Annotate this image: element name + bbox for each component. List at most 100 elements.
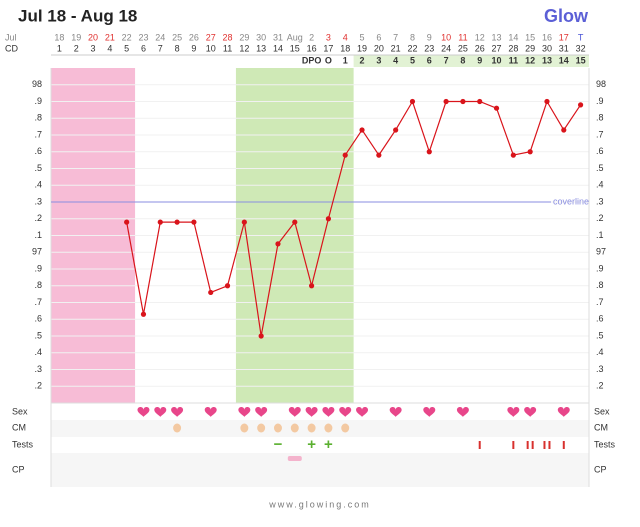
date-label: 13 bbox=[492, 32, 502, 42]
cd-label: 31 bbox=[559, 43, 569, 53]
y-tick-label: .2 bbox=[34, 381, 42, 391]
cd-label: 23 bbox=[424, 43, 434, 53]
dpo-label: 11 bbox=[509, 55, 519, 65]
date-label: 9 bbox=[427, 32, 432, 42]
y-tick-label: .9 bbox=[34, 263, 42, 273]
cd-label: 29 bbox=[525, 43, 535, 53]
cp-mark bbox=[287, 456, 302, 461]
chart-title: Jul 18 - Aug 18 bbox=[18, 6, 137, 25]
dpo-label: O bbox=[325, 55, 332, 65]
y-tick-label: .5 bbox=[34, 330, 42, 340]
cd-label: 21 bbox=[391, 43, 401, 53]
temperature-point bbox=[577, 102, 584, 108]
row-label: DPO bbox=[302, 55, 322, 65]
heart bbox=[423, 407, 436, 417]
row-label: Sex bbox=[12, 406, 28, 416]
cd-label: 24 bbox=[441, 43, 451, 53]
row-label: CP bbox=[12, 464, 25, 474]
y-tick-label: .5 bbox=[596, 163, 604, 173]
cd-label: 2 bbox=[74, 43, 79, 53]
cd-label: 22 bbox=[407, 43, 417, 53]
cd-label: 20 bbox=[374, 43, 384, 53]
test-result: − bbox=[274, 436, 283, 453]
temperature-point bbox=[308, 283, 315, 289]
row-bg bbox=[51, 404, 589, 420]
date-label: 21 bbox=[105, 32, 115, 42]
y-tick-label: .8 bbox=[596, 280, 604, 290]
date-label: 8 bbox=[410, 32, 415, 42]
test-mark bbox=[543, 441, 546, 449]
cm-icon bbox=[341, 423, 350, 433]
dpo-label: 6 bbox=[427, 55, 432, 65]
dpo-label: 14 bbox=[559, 55, 569, 65]
date-label: 11 bbox=[458, 32, 467, 42]
cd-label: 30 bbox=[542, 43, 552, 53]
heart bbox=[339, 407, 352, 417]
date-label: 14 bbox=[508, 32, 518, 42]
temperature-point bbox=[460, 98, 466, 105]
date-label: 25 bbox=[172, 32, 182, 42]
temperature-point bbox=[376, 152, 382, 158]
y-tick-label: .6 bbox=[596, 314, 604, 324]
cd-label: 1 bbox=[57, 43, 62, 53]
y-tick-label: .8 bbox=[596, 113, 604, 123]
cd-label: 27 bbox=[492, 43, 502, 53]
cm-icon bbox=[240, 423, 249, 433]
heart bbox=[154, 407, 167, 417]
y-tick-label: .6 bbox=[34, 146, 42, 156]
cd-label: 5 bbox=[124, 43, 129, 53]
temperature-point bbox=[544, 98, 550, 105]
dpo-label: 1 bbox=[343, 55, 348, 65]
cd-label: 19 bbox=[357, 43, 367, 53]
temperature-point bbox=[561, 127, 567, 133]
date-label: 2 bbox=[309, 32, 314, 42]
heart bbox=[288, 407, 301, 417]
row-label: Tests bbox=[594, 439, 616, 449]
y-tick-label: .9 bbox=[596, 96, 604, 106]
y-tick-label: .5 bbox=[596, 330, 604, 340]
date-label: 16 bbox=[542, 32, 552, 42]
cd-label: 10 bbox=[206, 43, 216, 53]
cd-label: 7 bbox=[158, 43, 163, 53]
test-mark bbox=[531, 441, 534, 449]
dpo-label: 2 bbox=[360, 55, 365, 65]
y-tick-label: .2 bbox=[596, 213, 604, 223]
y-tick-label: 97 bbox=[596, 247, 606, 257]
temperature-point bbox=[393, 127, 399, 133]
temperature-point bbox=[208, 289, 214, 296]
date-label: 12 bbox=[475, 32, 485, 42]
date-label: 10 bbox=[441, 32, 451, 42]
temperature-point bbox=[174, 219, 180, 225]
date-label: 31 bbox=[273, 32, 283, 42]
heart bbox=[356, 407, 369, 417]
heart bbox=[524, 407, 537, 417]
date-label: 24 bbox=[155, 32, 165, 42]
cd-label: 14 bbox=[273, 43, 283, 53]
date-label: 17 bbox=[559, 32, 569, 42]
temperature-point bbox=[140, 311, 147, 317]
cd-label: 18 bbox=[340, 43, 350, 53]
heart bbox=[204, 407, 217, 417]
temperature-point bbox=[443, 98, 449, 105]
date-label: Aug bbox=[287, 32, 303, 42]
row-label: CM bbox=[12, 422, 26, 432]
test-mark bbox=[478, 441, 481, 449]
y-tick-label: .6 bbox=[596, 146, 604, 156]
y-tick-label: .3 bbox=[34, 364, 42, 374]
date-label: 18 bbox=[54, 32, 64, 42]
temperature-point bbox=[258, 333, 264, 339]
temperature-point bbox=[292, 219, 298, 225]
cd-label: 32 bbox=[576, 43, 586, 53]
row-bg bbox=[51, 453, 589, 487]
temperature-point bbox=[157, 219, 163, 225]
cd-label: 15 bbox=[290, 43, 300, 53]
heart bbox=[322, 407, 335, 417]
y-tick-label: .3 bbox=[34, 196, 42, 206]
cd-label: 8 bbox=[175, 43, 180, 53]
cd-label: 3 bbox=[91, 43, 96, 53]
cd-label: 9 bbox=[191, 43, 196, 53]
heart bbox=[456, 407, 469, 417]
temperature-point bbox=[342, 152, 348, 158]
temperature-point bbox=[527, 149, 533, 155]
y-tick-label: .3 bbox=[596, 364, 604, 374]
